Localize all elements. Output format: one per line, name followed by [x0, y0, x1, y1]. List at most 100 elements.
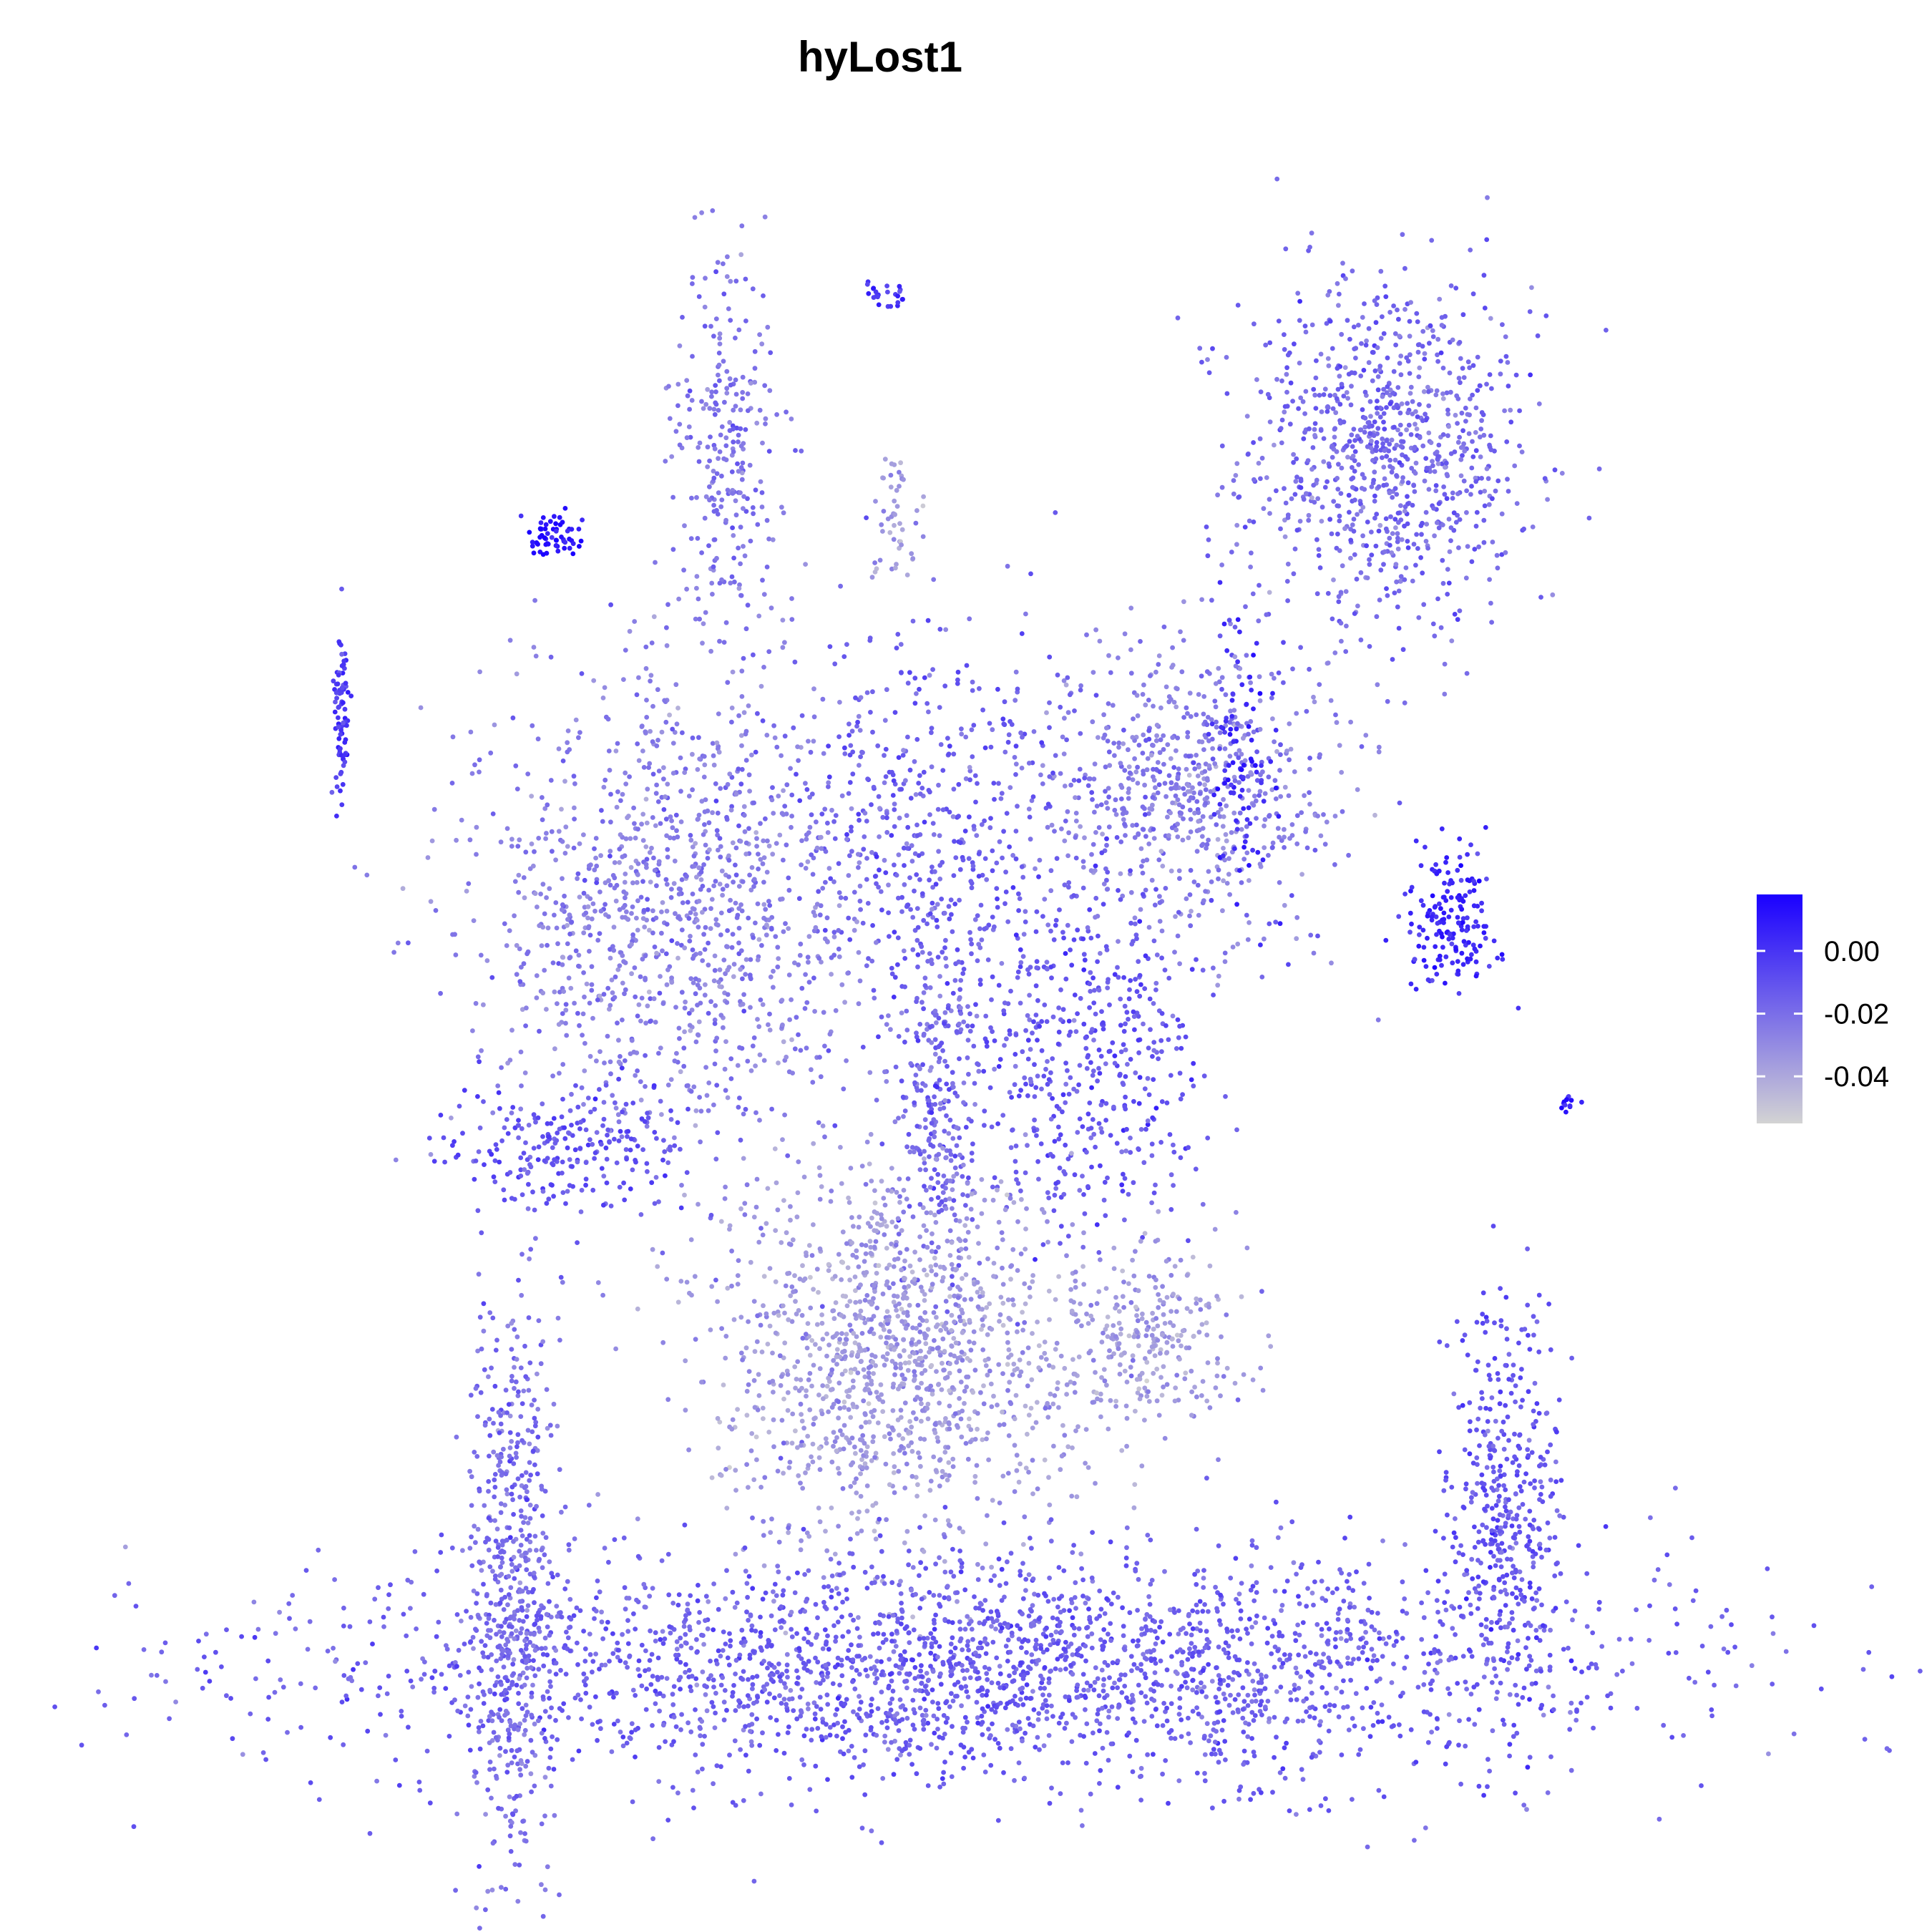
data-point	[856, 865, 861, 870]
data-point	[507, 928, 512, 933]
data-point	[1205, 553, 1211, 559]
data-point	[1267, 813, 1272, 818]
data-point	[535, 1115, 541, 1121]
data-point	[1346, 371, 1352, 377]
data-point	[1091, 670, 1096, 675]
data-point	[1051, 1208, 1057, 1214]
data-point	[1098, 1053, 1104, 1059]
data-point	[693, 976, 698, 982]
data-point	[965, 1055, 970, 1060]
data-point	[1339, 331, 1345, 337]
chart-title: hyLost1	[798, 33, 962, 81]
data-point	[600, 819, 605, 824]
data-point	[1458, 473, 1464, 479]
data-point	[525, 1157, 530, 1162]
data-point	[1025, 1056, 1031, 1062]
data-point	[1443, 898, 1449, 903]
data-point	[441, 1135, 447, 1141]
data-point	[1080, 864, 1086, 870]
data-point	[809, 852, 814, 857]
data-point	[664, 882, 670, 887]
data-point	[1066, 884, 1071, 890]
data-point	[1013, 743, 1019, 749]
data-point	[606, 748, 612, 753]
data-point	[682, 1029, 687, 1035]
data-point	[1329, 531, 1335, 537]
data-point	[699, 210, 704, 215]
data-point	[1066, 1033, 1072, 1038]
data-point	[715, 810, 721, 816]
data-point	[1065, 710, 1071, 716]
data-point	[1499, 511, 1505, 517]
data-point	[1481, 930, 1487, 935]
data-point	[724, 1000, 730, 1005]
data-point	[1112, 807, 1118, 813]
data-point	[1130, 823, 1136, 828]
data-point	[1261, 506, 1267, 512]
data-point	[920, 534, 926, 540]
data-point	[1375, 1017, 1381, 1023]
data-point	[1023, 611, 1028, 617]
data-point	[1188, 829, 1194, 834]
data-point	[1217, 801, 1223, 807]
data-point	[751, 935, 756, 940]
data-point	[429, 838, 435, 844]
data-point	[623, 960, 628, 965]
data-point	[707, 497, 712, 503]
data-point	[1459, 907, 1465, 912]
data-point	[1359, 744, 1365, 749]
data-point	[1094, 804, 1100, 809]
data-point	[1429, 914, 1435, 919]
data-point	[774, 412, 779, 417]
data-point	[498, 839, 504, 845]
data-point	[1106, 749, 1112, 755]
data-point	[1270, 840, 1276, 846]
data-point	[699, 550, 704, 555]
data-point	[1216, 867, 1221, 873]
data-point	[1126, 796, 1131, 801]
data-point	[705, 386, 711, 392]
data-point	[342, 752, 348, 758]
data-point	[731, 407, 736, 413]
data-point	[702, 323, 708, 329]
data-point	[1200, 841, 1206, 847]
data-point	[1292, 546, 1298, 552]
data-point	[1282, 347, 1287, 352]
data-point	[988, 816, 993, 821]
data-point	[714, 828, 720, 834]
data-point	[592, 1096, 598, 1102]
data-point	[725, 680, 731, 686]
data-point	[1473, 523, 1479, 529]
data-point	[562, 851, 568, 856]
data-point	[1019, 631, 1025, 636]
data-point	[1292, 341, 1297, 347]
data-point	[1307, 766, 1312, 772]
data-point	[1375, 426, 1381, 431]
data-point	[1297, 361, 1302, 366]
data-point	[1125, 1062, 1130, 1067]
data-point	[841, 654, 847, 659]
data-point	[1047, 1092, 1053, 1097]
data-point	[1348, 555, 1353, 561]
data-point	[1013, 669, 1019, 675]
data-point	[806, 738, 811, 744]
data-point	[525, 951, 530, 957]
data-point	[912, 1100, 917, 1106]
data-point	[876, 1034, 881, 1040]
data-point	[533, 1119, 538, 1125]
data-point	[716, 922, 721, 928]
data-point	[1366, 424, 1372, 429]
data-point	[892, 824, 897, 829]
data-point	[1262, 936, 1267, 942]
data-point	[767, 388, 773, 394]
data-point	[545, 1138, 550, 1144]
data-point	[1417, 401, 1422, 407]
data-point	[1073, 819, 1079, 824]
data-point	[1209, 597, 1214, 603]
data-point	[497, 1106, 502, 1111]
data-point	[1346, 492, 1352, 498]
data-point	[479, 1048, 484, 1053]
data-point	[761, 879, 766, 885]
data-point	[1258, 389, 1264, 394]
data-point	[1093, 1011, 1098, 1017]
